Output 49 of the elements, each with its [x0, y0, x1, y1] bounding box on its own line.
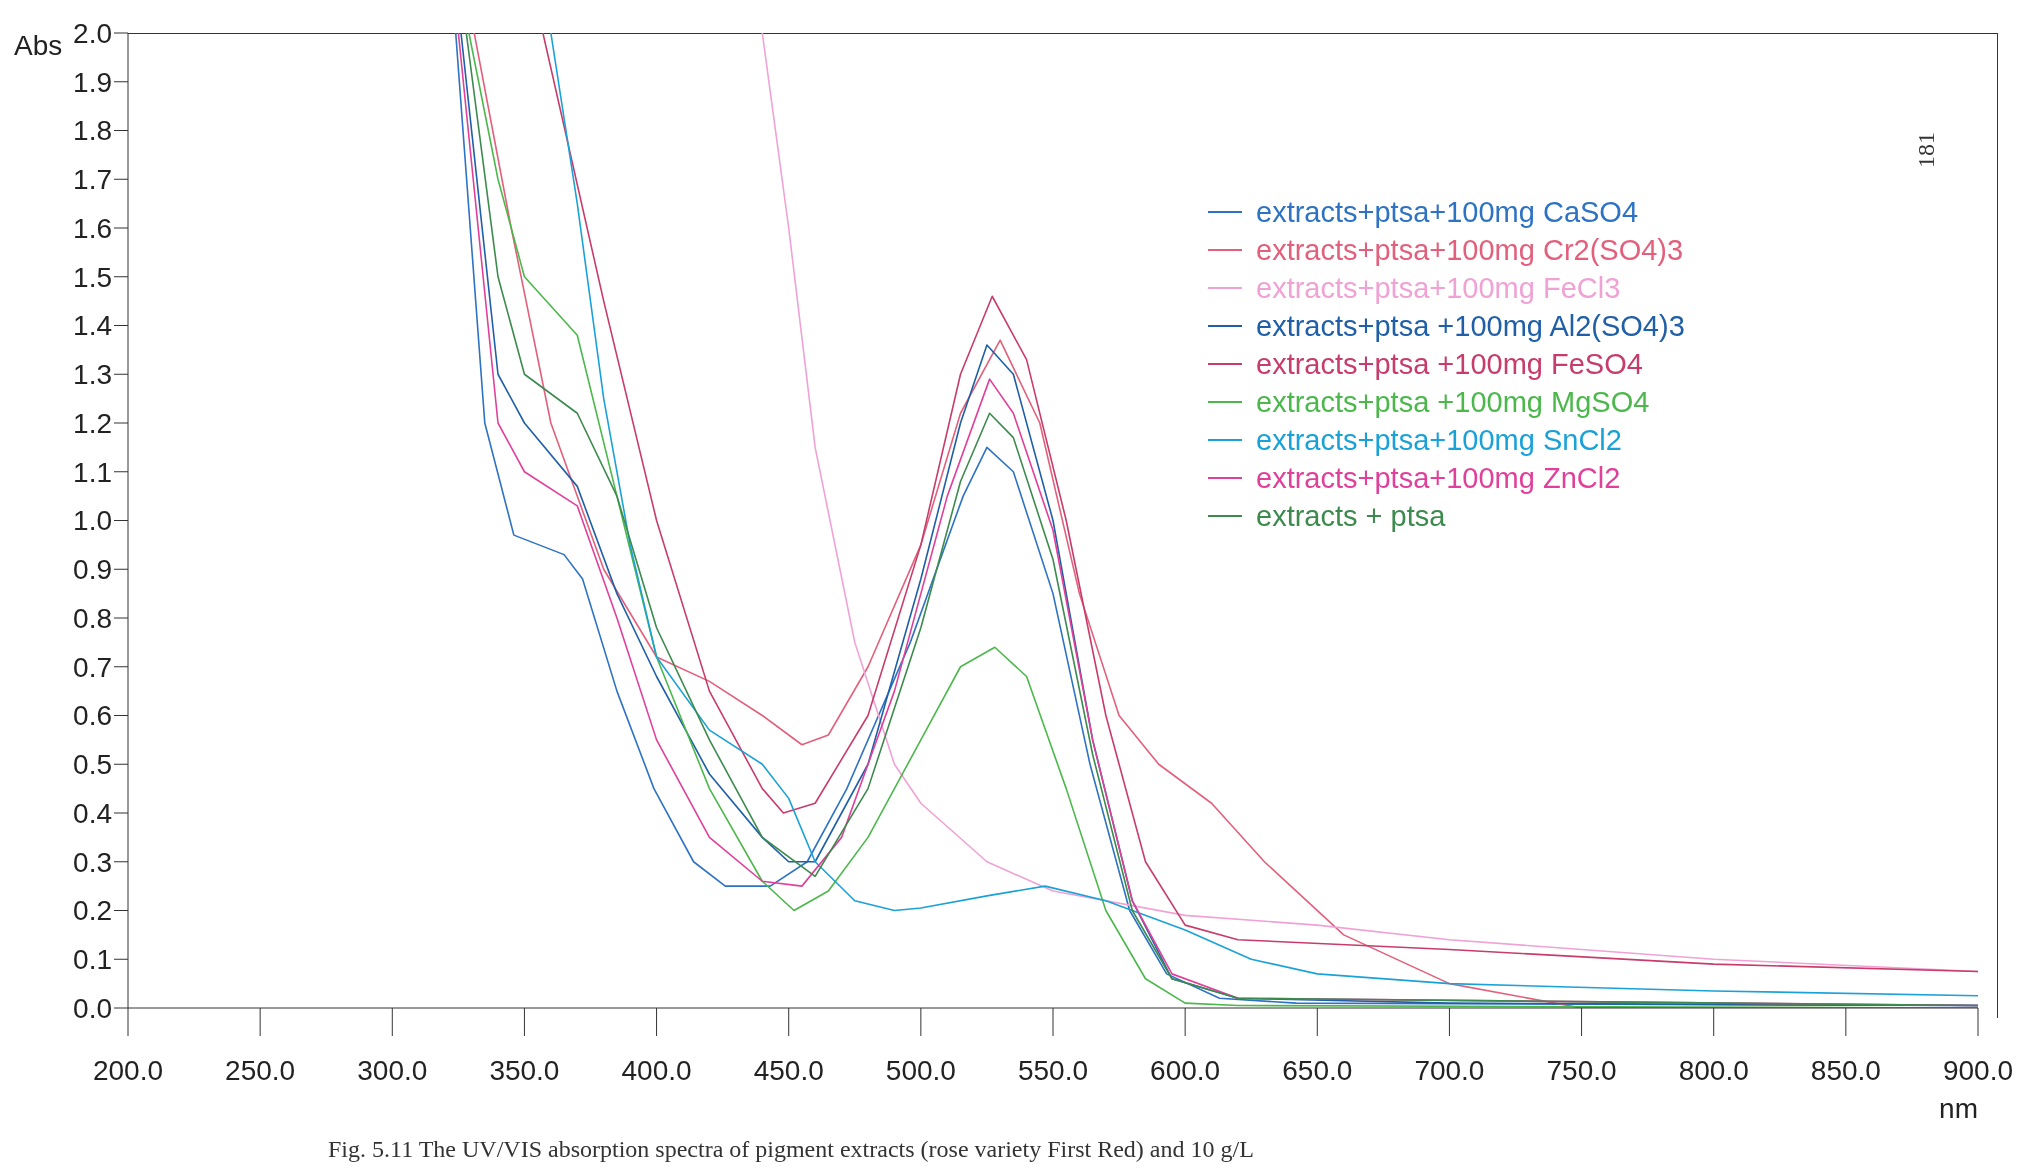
x-tick-label: 800.0 [1678, 1054, 1749, 1086]
y-tick-label: 2.0 [73, 17, 112, 49]
y-tick-label: 1.9 [73, 66, 112, 98]
legend-label: extracts + ptsa [1256, 499, 1446, 534]
x-tick-label: 600.0 [1150, 1054, 1221, 1086]
x-tick-label: 500.0 [885, 1054, 956, 1086]
y-tick-label: 0.6 [73, 700, 112, 732]
y-tick-label: 0.1 [73, 944, 112, 976]
x-tick-label: 550.0 [1017, 1054, 1089, 1086]
legend-label: extracts+ptsa+100mg CaSO4 [1256, 195, 1639, 230]
legend-label: extracts+ptsa +100mg FeSO4 [1256, 347, 1643, 382]
x-tick-label: 700.0 [1414, 1054, 1485, 1086]
y-tick-label: 1.3 [73, 359, 112, 391]
legend-label: extracts+ptsa+100mg Cr2(SO4)3 [1256, 233, 1684, 268]
x-tick-label: 350.0 [489, 1054, 560, 1086]
legend-label: extracts+ptsa+100mg ZnCl2 [1256, 461, 1621, 496]
y-axis-title: Abs [14, 29, 63, 61]
x-tick-label: 850.0 [1810, 1054, 1881, 1086]
y-tick-label: 1.1 [73, 456, 112, 488]
y-tick-label: 1.4 [73, 310, 112, 342]
annotation: 181 [1913, 132, 1940, 168]
y-tick-label: 0.3 [73, 846, 112, 878]
y-tick-label: 1.6 [73, 212, 112, 244]
legend-label: extracts+ptsa +100mg Al2(SO4)3 [1256, 309, 1685, 344]
x-tick-label: 200.0 [92, 1054, 164, 1086]
y-tick-label: 1.2 [73, 407, 112, 439]
x-axis-title: nm [1939, 1093, 1978, 1124]
y-tick-label: 0.5 [73, 749, 112, 781]
x-tick-label: 900.0 [1942, 1054, 2014, 1086]
x-tick-label: 250.0 [225, 1054, 296, 1086]
x-tick-label: 400.0 [621, 1054, 692, 1086]
caption: Fig. 5.11 The UV/VIS absorption spectra of pigment extracts (rose variety First Red) and 10 g/L [328, 1136, 1254, 1163]
y-tick-label: 0.8 [73, 602, 112, 634]
x-tick-label: 750.0 [1546, 1054, 1617, 1086]
y-tick-label: 1.7 [73, 164, 112, 196]
y-tick-label: 0.9 [73, 554, 112, 586]
legend-label: extracts+ptsa+100mg SnCl2 [1256, 423, 1622, 458]
y-tick-label: 1.8 [73, 115, 112, 147]
legend-label: extracts+ptsa +100mg MgSO4 [1256, 385, 1650, 420]
y-tick-label: 0.2 [73, 895, 112, 927]
x-tick-label: 300.0 [357, 1054, 428, 1086]
y-tick-label: 0.7 [73, 651, 112, 683]
y-tick-label: 0.4 [73, 797, 112, 829]
legend-label: extracts+ptsa+100mg FeCl3 [1256, 271, 1621, 306]
x-tick-label: 650.0 [1282, 1054, 1353, 1086]
y-tick-label: 1.5 [73, 261, 112, 293]
x-tick-label: 450.0 [753, 1054, 824, 1086]
y-tick-label: 0.0 [73, 992, 112, 1024]
y-tick-label: 1.0 [73, 505, 112, 537]
